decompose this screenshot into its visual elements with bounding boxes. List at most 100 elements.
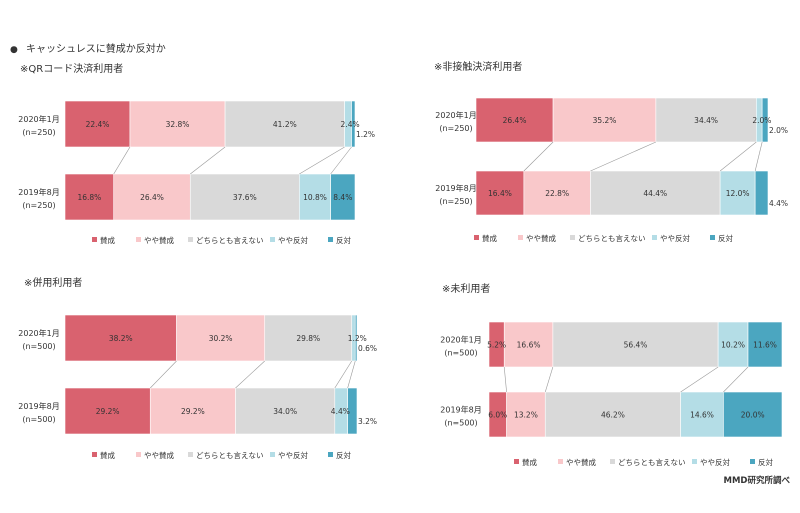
bar-segment: [64, 387, 151, 435]
legend-swatch: [514, 459, 519, 464]
value-label: 1.2%: [356, 130, 375, 139]
category-label: (n=250): [22, 201, 55, 210]
bar-segment: [149, 387, 236, 435]
bar-segment: [189, 173, 300, 221]
value-label: 46.2%: [601, 411, 625, 420]
value-label: 34.4%: [694, 116, 718, 125]
category-label: (n=250): [439, 197, 472, 206]
value-label: 4.4%: [331, 407, 350, 416]
legend-label: 賛成: [482, 233, 497, 243]
connector-line: [503, 366, 507, 393]
legend-label: どちらとも言えない: [196, 235, 264, 245]
connector-line: [544, 366, 554, 393]
connector-line: [299, 146, 345, 175]
connector-line: [523, 141, 554, 172]
chart-title: ※QRコード決済利用者: [20, 62, 123, 75]
legend-label: どちらとも言えない: [196, 450, 264, 460]
connector-line: [235, 360, 265, 389]
value-label: 5.2%: [487, 341, 506, 350]
value-label: 34.0%: [273, 407, 297, 416]
value-label: 12.0%: [726, 189, 750, 198]
value-label: 14.6%: [690, 411, 714, 420]
connector-line: [754, 141, 763, 172]
value-label: 16.4%: [488, 189, 512, 198]
chart-qr: ※QRコード決済利用者 2020年1月 (n=250) 22.4% 32.8% 41.2%…: [18, 62, 375, 245]
value-label: 37.6%: [233, 193, 257, 202]
category-label: (n=500): [444, 349, 477, 358]
category-label: 2019年8月: [435, 183, 476, 193]
chart-nonuser: ※未利用者 2020年1月 (n=500) 5.2% 16.6% 56.4% 10.2% 11…: [440, 283, 783, 467]
legend-label: やや賛成: [526, 233, 556, 243]
value-label: 16.6%: [517, 341, 541, 350]
bar-segment: [552, 321, 719, 368]
bar-segment: [264, 314, 353, 362]
value-label: 26.4%: [140, 193, 164, 202]
category-label: 2020年1月: [440, 335, 481, 345]
legend-swatch: [474, 235, 479, 240]
bar-segment: [523, 170, 591, 216]
connector-line: [680, 366, 719, 393]
bar-segment: [235, 387, 336, 435]
bar-segment: [544, 391, 681, 438]
value-label: 32.8%: [166, 120, 190, 129]
legend-label: 反対: [336, 450, 351, 460]
bar-segment: [754, 170, 769, 216]
bar-segment: [747, 321, 783, 368]
bar-segment: [113, 173, 191, 221]
value-label: 22.8%: [545, 189, 569, 198]
chart-contactless: ※非接触決済利用者 2020年1月 (n=250) 26.4% 35.2% 34.4% 2.…: [434, 60, 788, 243]
connector-line: [590, 141, 656, 172]
chart-title: ※未利用者: [442, 283, 490, 295]
legend-label: 反対: [718, 233, 733, 243]
value-label: 10.8%: [303, 193, 327, 202]
connector-line: [190, 146, 226, 175]
source-note: MMD研究所調べ: [724, 475, 791, 486]
bar-segment: [655, 97, 757, 143]
value-label: 4.4%: [769, 199, 788, 208]
category-label: (n=250): [439, 124, 472, 133]
legend-swatch: [610, 459, 615, 464]
bar-segment: [503, 321, 554, 368]
legend-label: どちらとも言えない: [578, 233, 646, 243]
bar-segment: [224, 100, 345, 148]
legend-swatch: [750, 459, 755, 464]
category-label: (n=500): [444, 419, 477, 428]
legend-label: やや反対: [700, 457, 730, 467]
bar-segment: [475, 170, 525, 216]
legend-swatch: [558, 459, 563, 464]
bar-segment: [351, 100, 356, 148]
bar-segment: [347, 387, 358, 435]
legend-label: 賛成: [100, 450, 115, 460]
legend-label: やや反対: [660, 233, 690, 243]
bar-segment: [761, 97, 769, 143]
legend-swatch: [92, 452, 97, 457]
page-heading: キャッシュレスに賛成か反対か: [26, 42, 166, 55]
legend-label: 反対: [758, 457, 773, 467]
legend-label: 賛成: [522, 457, 537, 467]
value-label: 44.4%: [643, 189, 667, 198]
bar-segment: [590, 170, 721, 216]
legend-swatch: [270, 452, 275, 457]
value-label: 35.2%: [593, 116, 617, 125]
value-label: 13.2%: [514, 411, 538, 420]
legend-swatch: [710, 235, 715, 240]
bar-segment: [354, 314, 358, 362]
legend-label: やや反対: [278, 450, 308, 460]
bar-segment: [719, 170, 756, 216]
category-label: 2020年1月: [18, 328, 59, 338]
heading-bullet: ●: [10, 45, 18, 55]
legend-label: 賛成: [100, 235, 115, 245]
value-label: 8.4%: [333, 193, 352, 202]
bar-segment: [723, 391, 783, 438]
bar-segment: [64, 173, 115, 221]
legend-swatch: [652, 235, 657, 240]
legend-swatch: [328, 452, 333, 457]
connector-line: [719, 141, 757, 172]
legend-label: やや賛成: [566, 457, 596, 467]
value-label: 26.4%: [503, 116, 527, 125]
bar-segment: [64, 100, 131, 148]
value-label: 1.2%: [348, 334, 367, 343]
value-label: 3.2%: [358, 417, 377, 426]
bar-segment: [680, 391, 724, 438]
